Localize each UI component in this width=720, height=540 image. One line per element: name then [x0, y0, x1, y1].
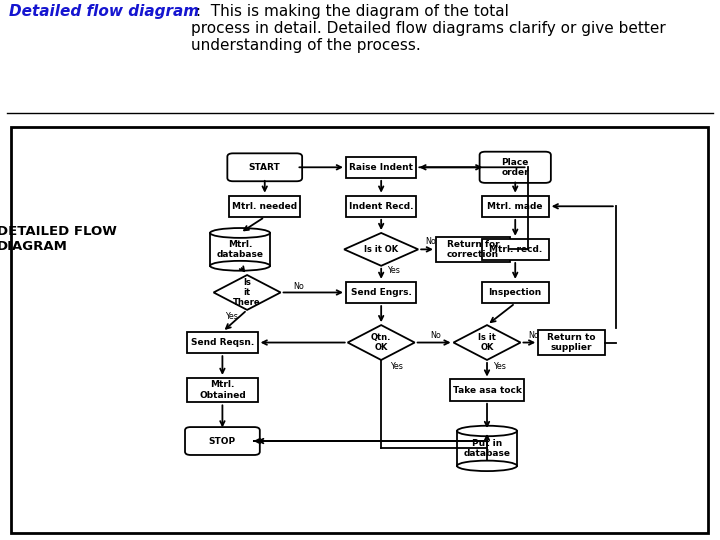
FancyBboxPatch shape [482, 282, 549, 303]
FancyBboxPatch shape [436, 237, 510, 262]
FancyBboxPatch shape [185, 427, 260, 455]
Text: Is
it
There: Is it There [233, 278, 261, 307]
Text: START: START [249, 163, 281, 172]
Text: Is it
OK: Is it OK [478, 333, 496, 352]
FancyBboxPatch shape [11, 127, 708, 532]
Text: Detailed flow diagram: Detailed flow diagram [9, 4, 199, 18]
Text: Mtrl.
database: Mtrl. database [217, 240, 264, 259]
Text: Send Reqsn.: Send Reqsn. [191, 338, 254, 347]
FancyBboxPatch shape [210, 233, 270, 266]
Text: Yes: Yes [493, 362, 506, 370]
Text: Indent Recd.: Indent Recd. [349, 202, 413, 211]
Text: No: No [426, 238, 436, 246]
FancyBboxPatch shape [187, 332, 258, 353]
Text: Inspection: Inspection [489, 288, 542, 297]
FancyBboxPatch shape [457, 431, 517, 466]
Text: Yes: Yes [390, 362, 403, 370]
Polygon shape [454, 325, 521, 360]
Text: No: No [293, 282, 304, 291]
Text: Is it OK: Is it OK [364, 245, 398, 254]
Text: Mtrl. recd.: Mtrl. recd. [489, 245, 542, 254]
FancyBboxPatch shape [450, 380, 524, 401]
Text: STOP: STOP [209, 436, 236, 446]
Text: :  This is making the diagram of the total
process in detail. Detailed flow diag: : This is making the diagram of the tota… [191, 4, 665, 53]
Polygon shape [348, 325, 415, 360]
FancyBboxPatch shape [482, 195, 549, 217]
Text: DETAILED FLOW
DIAGRAM: DETAILED FLOW DIAGRAM [0, 225, 117, 253]
Text: Place
order: Place order [501, 158, 529, 177]
FancyBboxPatch shape [346, 195, 416, 217]
Text: Qtn.
OK: Qtn. OK [371, 333, 392, 352]
Text: Send Engrs.: Send Engrs. [351, 288, 412, 297]
Ellipse shape [210, 228, 270, 238]
Text: Return for
correction: Return for correction [446, 240, 499, 259]
FancyBboxPatch shape [482, 239, 549, 260]
FancyBboxPatch shape [346, 282, 416, 303]
Text: Return to
supplier: Return to supplier [547, 333, 596, 352]
Text: Put in
database: Put in database [464, 438, 510, 458]
FancyBboxPatch shape [187, 378, 258, 402]
Text: Take asa tock: Take asa tock [453, 386, 521, 395]
Text: No: No [431, 330, 441, 340]
FancyBboxPatch shape [480, 152, 551, 183]
Text: Raise Indent: Raise Indent [349, 163, 413, 172]
Text: Mtrl. made: Mtrl. made [487, 202, 543, 211]
Ellipse shape [457, 426, 517, 436]
FancyBboxPatch shape [230, 195, 300, 217]
Ellipse shape [457, 461, 517, 471]
Text: Yes: Yes [225, 312, 238, 321]
Text: No: No [528, 330, 539, 340]
Text: Yes: Yes [387, 266, 400, 275]
FancyBboxPatch shape [228, 153, 302, 181]
FancyBboxPatch shape [346, 157, 416, 178]
Polygon shape [344, 233, 418, 266]
FancyBboxPatch shape [538, 330, 606, 355]
Text: Mtrl. needed: Mtrl. needed [232, 202, 297, 211]
Text: Mtrl.
Obtained: Mtrl. Obtained [199, 381, 246, 400]
Ellipse shape [210, 261, 270, 271]
Polygon shape [214, 275, 281, 310]
